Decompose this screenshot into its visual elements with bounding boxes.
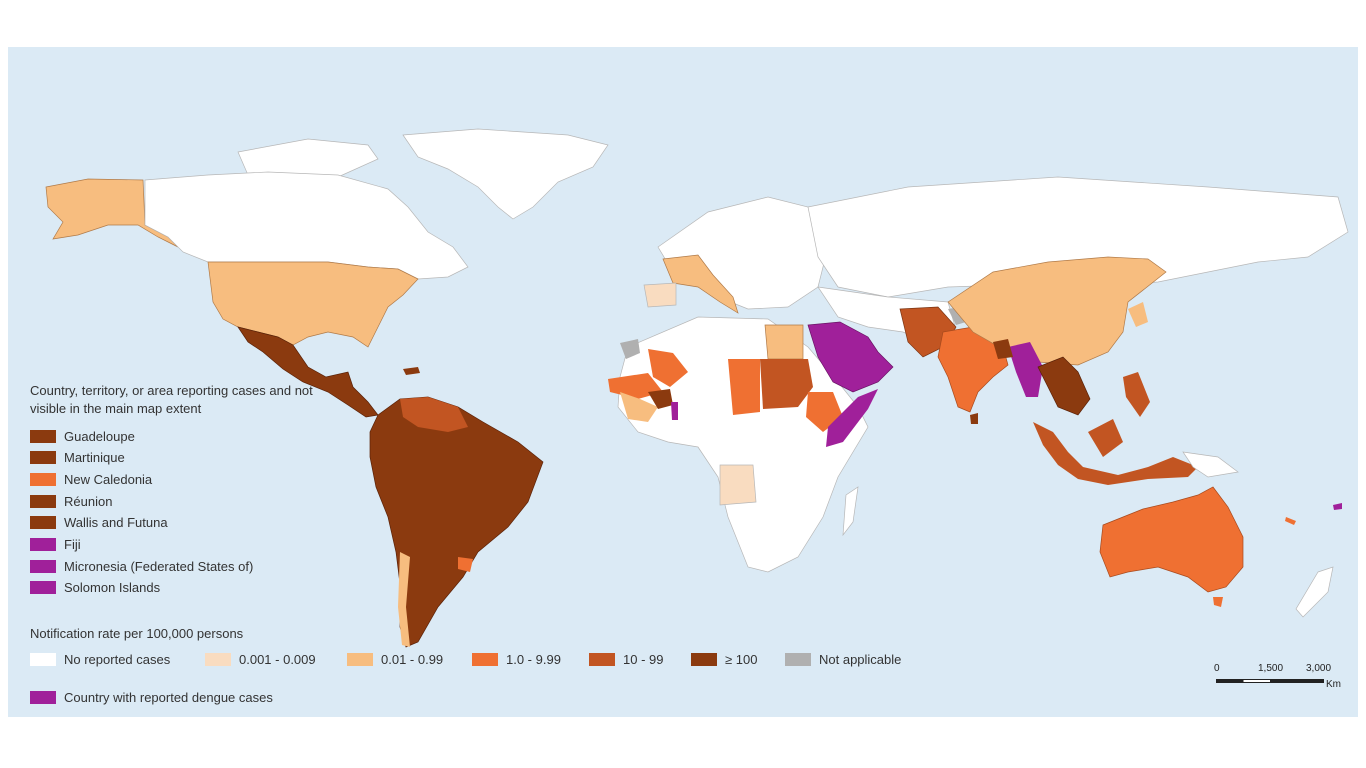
rate-swatch bbox=[472, 653, 498, 666]
legend-label: Wallis and Futuna bbox=[64, 515, 168, 531]
dengue-swatch bbox=[30, 690, 56, 704]
malaysia-indonesia bbox=[1033, 422, 1198, 485]
pacific-islands bbox=[1333, 503, 1342, 510]
rate-swatch bbox=[691, 653, 717, 666]
scale-tick-0: 0 bbox=[1214, 663, 1220, 674]
canada bbox=[144, 171, 469, 280]
dengue-legend-label: Country with reported dengue cases bbox=[64, 689, 273, 705]
legend-swatch bbox=[30, 559, 56, 573]
rate-label: ≥ 100 bbox=[725, 652, 758, 667]
rate-legend-item: ≥ 100 bbox=[691, 652, 757, 667]
legend-label: Guadeloupe bbox=[64, 428, 135, 444]
legend-swatch bbox=[30, 494, 56, 508]
legend-label: Fiji bbox=[64, 537, 81, 552]
rate-legend-item: 1.0 - 9.99 bbox=[472, 652, 561, 667]
scale-bar-graphic bbox=[1216, 679, 1324, 683]
small-territory-item: Solomon Islands bbox=[30, 579, 160, 597]
rate-swatch bbox=[589, 653, 615, 666]
west-africa-c bbox=[620, 392, 658, 422]
world-map bbox=[45, 128, 1349, 648]
rate-legend-item: No reported cases bbox=[30, 652, 170, 667]
rate-legend-item: Not applicable bbox=[785, 652, 901, 667]
rate-label: 10 - 99 bbox=[623, 652, 664, 667]
somalia bbox=[826, 389, 878, 447]
spain bbox=[643, 282, 677, 308]
rate-swatch bbox=[347, 653, 373, 666]
arabia bbox=[807, 321, 894, 393]
alaska bbox=[45, 178, 179, 248]
france-italy bbox=[662, 254, 739, 314]
new-guinea bbox=[1182, 451, 1239, 478]
western-sahara bbox=[620, 339, 640, 359]
greenland bbox=[402, 128, 609, 220]
rate-legend-item: 0.001 - 0.009 bbox=[205, 652, 316, 667]
rate-legend-item: 0.01 - 0.99 bbox=[347, 652, 443, 667]
australia bbox=[1099, 486, 1244, 593]
bangladesh bbox=[993, 339, 1013, 359]
legend-label: Réunion bbox=[64, 493, 113, 509]
russia bbox=[807, 176, 1349, 298]
small-territory-item: Wallis and Futuna bbox=[30, 514, 168, 532]
sudan bbox=[760, 359, 813, 409]
small-territories-heading: Country, territory, or area reporting ca… bbox=[30, 383, 313, 416]
chile bbox=[398, 552, 410, 647]
dengue-legend-row: Country with reported dengue cases bbox=[30, 688, 273, 706]
rate-label: 1.0 - 9.99 bbox=[506, 652, 561, 667]
usa bbox=[207, 261, 419, 348]
scale-bar: 0 1,500 3,000 Km bbox=[1214, 663, 1344, 703]
angola bbox=[719, 464, 757, 506]
tasmania bbox=[1213, 597, 1223, 607]
scale-unit: Km bbox=[1326, 679, 1341, 690]
legend-swatch bbox=[30, 516, 56, 530]
rate-swatch bbox=[205, 653, 231, 666]
small-territory-item: Réunion bbox=[30, 492, 112, 510]
south-america bbox=[369, 396, 544, 648]
legend-swatch bbox=[30, 451, 56, 465]
legend-label: Solomon Islands bbox=[64, 580, 161, 596]
rate-label: 0.01 - 0.99 bbox=[381, 652, 444, 667]
pacific-islands-2 bbox=[1285, 517, 1296, 525]
scale-tick-1: 1,500 bbox=[1258, 663, 1284, 674]
madagascar bbox=[842, 486, 859, 537]
small-territory-item: Fiji bbox=[30, 536, 81, 554]
caribbean bbox=[403, 367, 420, 375]
rate-swatch bbox=[785, 653, 811, 666]
sri-lanka bbox=[970, 413, 978, 424]
map-frame: Country, territory, or area reporting ca… bbox=[8, 47, 1358, 717]
mexico-central-america bbox=[237, 326, 379, 418]
rate-legend-item: 10 - 99 bbox=[589, 652, 663, 667]
small-territory-item: New Caledonia bbox=[30, 470, 152, 488]
borneo bbox=[1088, 419, 1123, 457]
rate-legend-heading: Notification rate per 100,000 persons bbox=[30, 626, 244, 641]
philippines bbox=[1123, 372, 1150, 417]
rate-label: 0.001 - 0.009 bbox=[239, 652, 316, 667]
legend-swatch bbox=[30, 538, 56, 551]
west-africa-e bbox=[671, 402, 678, 420]
chad bbox=[728, 359, 760, 415]
new-zealand bbox=[1295, 566, 1334, 618]
rate-swatch bbox=[30, 653, 56, 666]
legend-label: Martinique bbox=[64, 450, 125, 466]
legend-swatch bbox=[30, 472, 56, 486]
legend-label: New Caledonia bbox=[64, 471, 153, 487]
rate-label: No reported cases bbox=[64, 652, 171, 667]
europe bbox=[657, 196, 829, 310]
legend-swatch bbox=[30, 429, 56, 443]
west-africa-d bbox=[648, 389, 673, 409]
myanmar bbox=[1008, 342, 1043, 397]
small-territory-item: Micronesia (Federated States of) bbox=[30, 557, 253, 575]
scale-tick-2: 3,000 bbox=[1306, 663, 1332, 674]
rate-label: Not applicable bbox=[819, 652, 902, 667]
west-africa-b bbox=[648, 349, 688, 387]
legend-swatch bbox=[30, 581, 56, 595]
small-territory-item: Guadeloupe bbox=[30, 427, 135, 445]
korea-japan bbox=[1128, 302, 1148, 327]
legend-label: Micronesia (Federated States of) bbox=[64, 558, 254, 574]
egypt bbox=[764, 324, 804, 360]
south-america-north bbox=[400, 397, 468, 432]
thailand-indochina bbox=[1037, 356, 1091, 416]
small-territory-item: Martinique bbox=[30, 449, 125, 467]
uruguay bbox=[458, 557, 473, 572]
